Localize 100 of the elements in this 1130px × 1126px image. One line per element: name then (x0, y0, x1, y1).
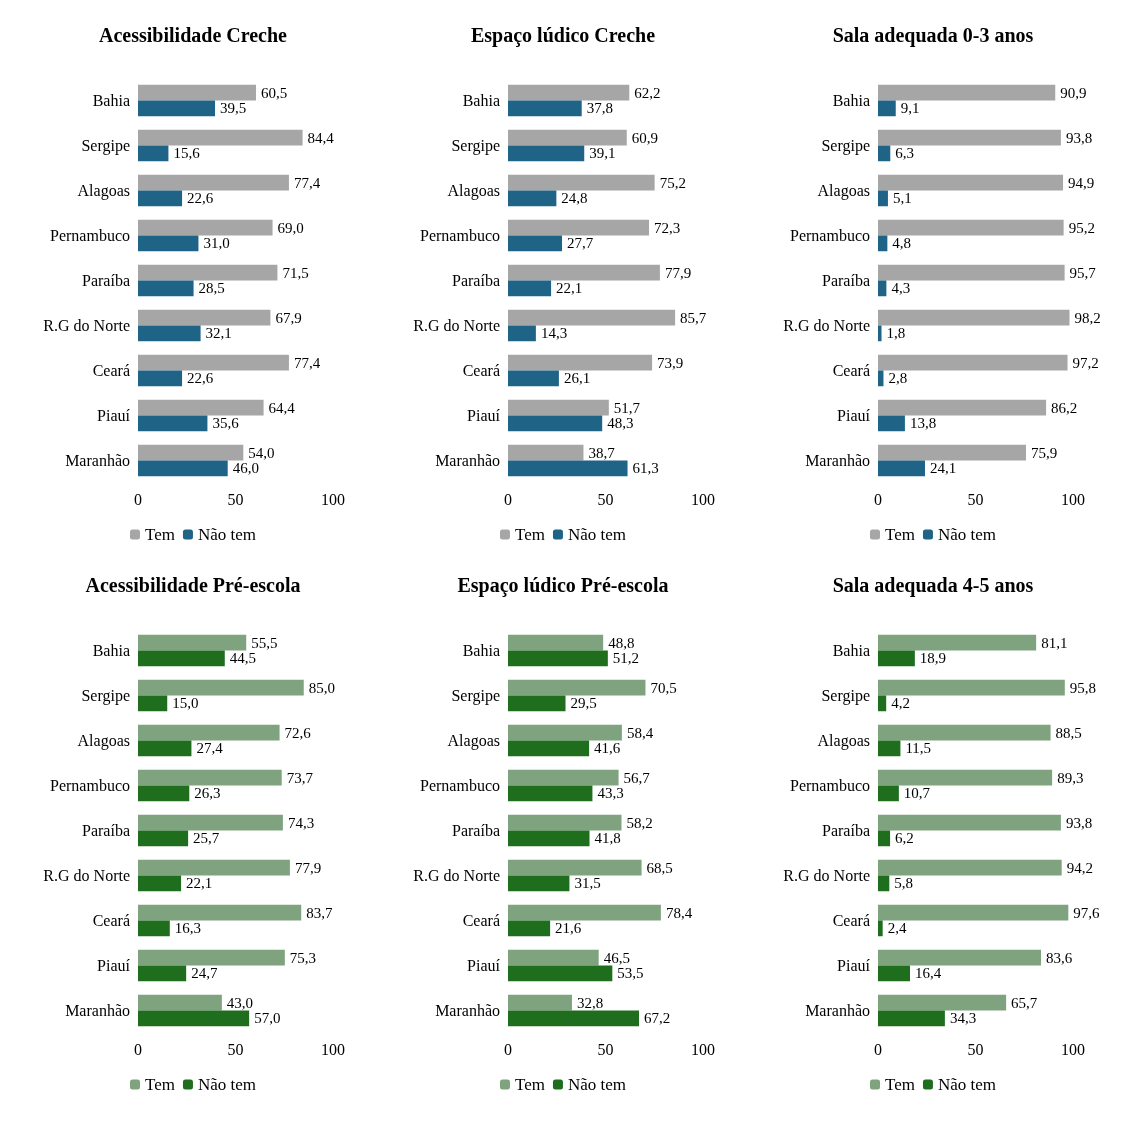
data-label: 22,1 (186, 875, 213, 892)
bar (508, 814, 622, 831)
bar (878, 904, 1069, 921)
legend-label: Tem (884, 1075, 915, 1094)
bar (508, 325, 536, 342)
data-label: 22,6 (187, 370, 214, 387)
data-label: 68,5 (646, 859, 673, 876)
bar (508, 859, 642, 876)
bar (138, 325, 201, 342)
data-label: 28,5 (198, 280, 225, 297)
x-tick-label: 0 (504, 490, 512, 508)
bar (878, 875, 890, 892)
y-tick-label: R.G do Norte (783, 867, 870, 884)
y-tick-label: Alagoas (447, 732, 500, 750)
bar (508, 280, 552, 297)
legend-label: Não tem (197, 525, 257, 544)
bar (878, 679, 1065, 696)
bar (138, 769, 282, 786)
bar (138, 724, 280, 741)
data-label: 77,9 (294, 859, 322, 876)
data-label: 95,2 (1068, 219, 1095, 236)
x-tick-label: 50 (967, 1040, 984, 1058)
bar (508, 309, 676, 326)
data-label: 32,8 (576, 994, 604, 1011)
data-label: 75,2 (659, 174, 686, 191)
data-label: 62,2 (634, 84, 661, 101)
data-label: 57,0 (254, 1010, 281, 1027)
data-label: 72,6 (284, 724, 312, 741)
bar (878, 785, 899, 802)
data-label: 35,6 (212, 415, 240, 432)
data-label: 39,1 (589, 145, 616, 162)
y-tick-label: Pernambuco (420, 227, 500, 244)
y-tick-label: Alagoas (447, 182, 500, 200)
data-label: 22,1 (556, 280, 583, 297)
y-tick-label: Pernambuco (420, 777, 500, 794)
y-tick-label: Pernambuco (790, 227, 870, 244)
data-label: 89,3 (1057, 769, 1084, 786)
x-tick-label: 100 (691, 1040, 715, 1058)
bar (508, 830, 590, 847)
y-tick-label: Piauí (467, 407, 501, 424)
bar (508, 235, 563, 252)
data-label: 6,3 (895, 145, 915, 162)
bar (508, 695, 566, 712)
bar (878, 949, 1042, 966)
data-label: 32,1 (205, 325, 232, 342)
data-label: 85,7 (680, 309, 707, 326)
legend-label: Não tem (937, 1075, 997, 1094)
data-label: 41,8 (594, 830, 621, 847)
y-tick-label: Maranhão (805, 452, 870, 469)
y-tick-label: Bahia (832, 642, 870, 659)
bar (138, 920, 170, 937)
data-label: 29,5 (570, 695, 597, 712)
y-tick-label: Alagoas (817, 732, 870, 750)
data-label: 4,8 (892, 235, 912, 252)
bar (508, 875, 570, 892)
bar (138, 994, 222, 1011)
x-tick-label: 0 (504, 1040, 512, 1058)
legend-label: Não tem (567, 1075, 627, 1094)
data-label: 26,1 (563, 370, 591, 387)
bar (508, 415, 603, 432)
chart-title: Sala adequada 4-5 anos (832, 574, 1034, 597)
bar (138, 875, 182, 892)
bar (878, 1010, 945, 1027)
y-tick-label: Paraíba (822, 272, 870, 289)
bar (138, 84, 256, 101)
bar (508, 219, 649, 236)
bar (138, 190, 183, 207)
bar (878, 460, 925, 477)
data-label: 5,1 (892, 190, 912, 207)
bar (878, 695, 887, 712)
data-label: 10,7 (903, 785, 931, 802)
bar (878, 830, 891, 847)
bar (138, 904, 302, 921)
bar (508, 904, 661, 921)
y-tick-label: R.G do Norte (413, 867, 500, 884)
bar (138, 695, 168, 712)
data-label: 27,4 (196, 740, 224, 757)
bar (138, 634, 247, 651)
data-label: 95,7 (1069, 264, 1097, 281)
x-tick-label: 100 (1061, 490, 1085, 508)
bar (138, 219, 273, 236)
bar (878, 235, 888, 252)
y-tick-label: Sergipe (451, 137, 500, 155)
bar (508, 920, 551, 937)
bar (138, 460, 228, 477)
data-label: 41,6 (594, 740, 621, 757)
bar (878, 859, 1062, 876)
bar (878, 399, 1047, 416)
x-tick-label: 0 (134, 1040, 142, 1058)
bar (508, 444, 584, 461)
x-tick-label: 50 (227, 490, 244, 508)
bar (508, 264, 660, 281)
x-tick-label: 100 (321, 1040, 345, 1058)
bar (508, 354, 653, 371)
bar (508, 145, 585, 162)
bar (878, 724, 1051, 741)
data-label: 39,5 (220, 100, 247, 117)
data-label: 61,3 (632, 460, 659, 477)
x-tick-label: 0 (874, 1040, 882, 1058)
y-tick-label: Ceará (92, 912, 130, 929)
